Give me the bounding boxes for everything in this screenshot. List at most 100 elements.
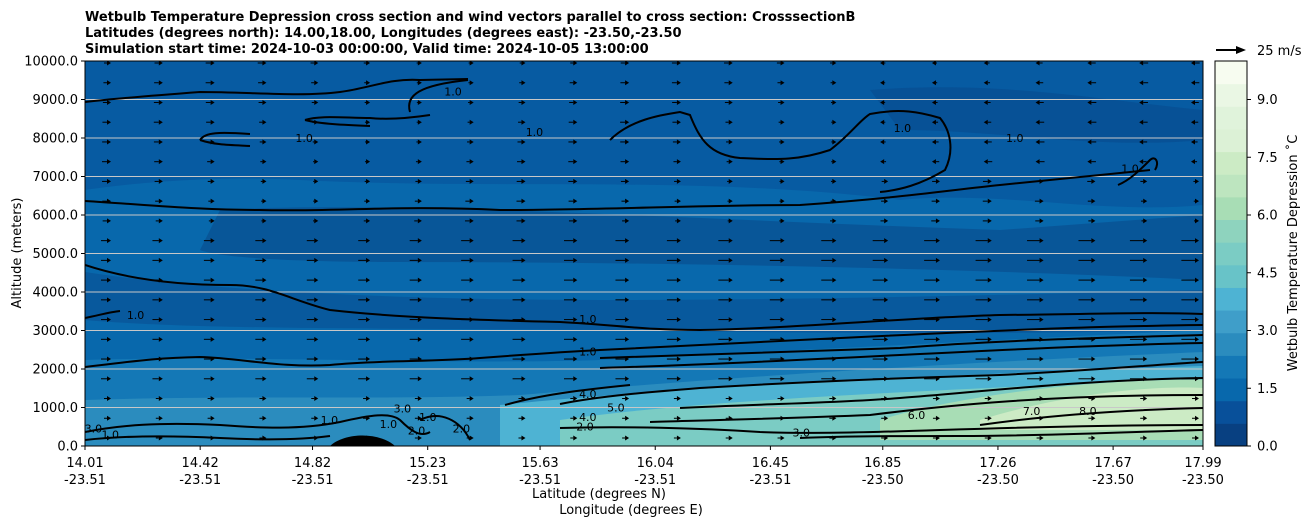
wind-vector xyxy=(1181,297,1199,303)
colorbar-segment xyxy=(1215,219,1247,243)
wind-vector xyxy=(1027,238,1044,244)
wind-vector xyxy=(358,297,371,303)
wind-vector xyxy=(358,356,371,362)
wind-vector xyxy=(1193,178,1199,184)
wind-vector xyxy=(205,80,215,86)
wind-vector xyxy=(1078,297,1096,303)
wind-vector xyxy=(409,356,422,362)
wind-vector xyxy=(465,178,474,184)
wind-vector xyxy=(467,119,474,125)
y-tick-label: 10000.0 xyxy=(24,55,78,70)
wind-vector xyxy=(154,61,163,66)
wind-vector xyxy=(255,297,267,303)
wind-vector xyxy=(615,277,630,283)
wind-vector xyxy=(203,336,215,342)
wind-vector xyxy=(311,396,319,402)
wind-vector xyxy=(983,159,993,165)
wind-vector xyxy=(769,317,785,323)
contour-low-inner xyxy=(559,424,1203,434)
wind-vector xyxy=(620,159,630,165)
wind-vector xyxy=(982,198,992,204)
wind-vector xyxy=(364,198,371,204)
wind-vector xyxy=(983,80,991,86)
wind-vector xyxy=(101,277,111,283)
wind-vector xyxy=(779,159,785,165)
wind-vector xyxy=(313,218,319,224)
vector-key-label: 25 m/s xyxy=(1257,44,1302,59)
wind-vector xyxy=(203,356,215,362)
wind-vector xyxy=(666,238,681,244)
wind-vector xyxy=(1087,80,1097,86)
wind-vector xyxy=(102,218,111,224)
wind-vector xyxy=(872,317,889,323)
wind-vector xyxy=(414,435,422,441)
wind-vector xyxy=(512,277,526,283)
wind-vector xyxy=(924,257,940,263)
colorbar-tick-label: 0.0 xyxy=(1257,440,1278,455)
wind-vector xyxy=(1027,297,1044,303)
wind-vector xyxy=(1078,376,1096,382)
wind-vector xyxy=(519,61,526,66)
wind-vector xyxy=(830,178,837,184)
wind-vector xyxy=(518,435,526,441)
wind-vector xyxy=(666,297,681,303)
wind-vector xyxy=(516,178,526,184)
wind-vector xyxy=(207,435,215,441)
wind-vector xyxy=(416,139,422,145)
wind-vector xyxy=(255,257,267,263)
wind-vector xyxy=(1078,277,1096,283)
wind-vector xyxy=(358,238,371,244)
wind-vector xyxy=(203,376,215,382)
wind-vector xyxy=(468,99,474,105)
wind-vector xyxy=(615,317,630,323)
wind-vector xyxy=(830,61,837,66)
colorbar-segment xyxy=(1215,151,1247,175)
wind-vector xyxy=(975,317,992,323)
wind-vector xyxy=(1129,257,1148,263)
wind-vector xyxy=(769,297,785,303)
x-tick-label-lat: 16.04 xyxy=(637,456,674,471)
wind-vector xyxy=(409,336,422,342)
wind-vector xyxy=(363,415,371,421)
wind-vector xyxy=(1139,99,1148,105)
wind-vector xyxy=(207,178,215,184)
wind-vector xyxy=(258,99,267,105)
wind-vector xyxy=(205,61,215,66)
wind-vector xyxy=(1078,238,1096,244)
wind-vector xyxy=(364,80,371,86)
wind-vector xyxy=(255,356,267,362)
wind-vector xyxy=(673,396,681,402)
wind-vector xyxy=(1129,336,1148,342)
wind-vector xyxy=(931,61,937,66)
wind-vector xyxy=(569,80,578,86)
wind-vector xyxy=(821,238,837,244)
wind-vector xyxy=(829,435,837,441)
wind-vector xyxy=(718,257,733,263)
wind-vector xyxy=(615,336,630,342)
wind-vector xyxy=(620,139,630,145)
wind-vector xyxy=(313,178,319,184)
wind-vector xyxy=(975,336,992,342)
wind-vector xyxy=(564,376,578,382)
wind-vector xyxy=(152,376,163,382)
wind-vector xyxy=(468,80,474,86)
wind-vector xyxy=(1088,415,1096,421)
contour-label: 7.0 xyxy=(1023,405,1041,418)
wind-vector xyxy=(821,257,837,263)
wind-vector xyxy=(104,396,111,402)
y-tick-label: 7000.0 xyxy=(33,170,79,185)
y-tick-label: 5000.0 xyxy=(33,247,79,262)
wind-vector xyxy=(831,139,837,145)
wind-vector xyxy=(983,139,992,145)
x-tick-label-lon: -23.51 xyxy=(519,473,561,488)
wind-vector xyxy=(208,198,215,204)
y-tick-label: 3000.0 xyxy=(33,324,79,339)
wind-vector xyxy=(674,198,681,204)
wind-vector xyxy=(1141,218,1148,224)
wind-vector xyxy=(881,396,889,402)
x-tick-label-lon: -23.51 xyxy=(64,473,106,488)
wind-vector xyxy=(718,376,733,382)
wind-vector xyxy=(880,218,889,224)
wind-vector xyxy=(821,356,837,362)
wind-vector xyxy=(924,277,940,283)
